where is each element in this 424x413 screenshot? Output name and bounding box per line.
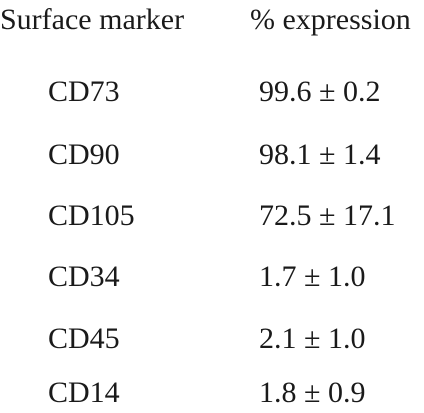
expression-cell: 72.5 ± 17.1	[259, 199, 396, 232]
marker-cell: CD90	[48, 138, 120, 171]
expression-cell: 99.6 ± 0.2	[259, 75, 381, 108]
marker-cell: CD14	[48, 376, 120, 409]
header-percent-expression: % expression	[250, 3, 411, 36]
marker-cell: CD34	[48, 260, 120, 293]
expression-cell: 1.7 ± 1.0	[259, 260, 366, 293]
expression-cell: 1.8 ± 0.9	[259, 376, 366, 409]
marker-cell: CD73	[48, 75, 120, 108]
marker-cell: CD45	[48, 322, 120, 355]
marker-cell: CD105	[48, 199, 135, 232]
expression-cell: 98.1 ± 1.4	[259, 138, 381, 171]
expression-cell: 2.1 ± 1.0	[259, 322, 366, 355]
header-surface-marker: Surface marker	[0, 3, 185, 36]
